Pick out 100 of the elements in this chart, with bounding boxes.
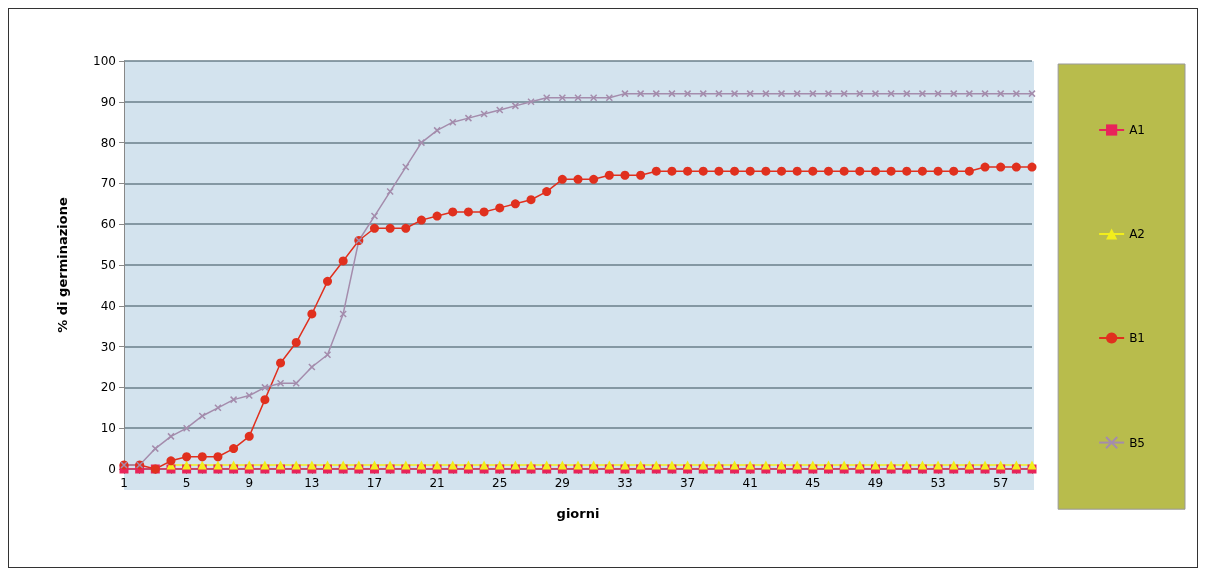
point	[870, 166, 880, 176]
y-tick-label: 0	[108, 462, 116, 476]
point	[244, 431, 254, 441]
point	[855, 166, 865, 176]
x-tick-label: 21	[429, 476, 445, 490]
point	[385, 223, 395, 233]
point	[526, 460, 536, 470]
point	[229, 444, 239, 454]
point	[683, 166, 693, 176]
point	[683, 89, 692, 98]
y-tick-label: 30	[100, 339, 116, 354]
x-tick-label: 29	[554, 476, 570, 490]
legend-label: A1	[1129, 123, 1145, 137]
point	[166, 456, 176, 466]
point	[761, 166, 771, 176]
point	[323, 276, 333, 286]
point	[823, 166, 833, 176]
point	[980, 162, 990, 172]
point	[730, 166, 740, 176]
point	[698, 166, 708, 176]
point	[1027, 460, 1037, 470]
x-tick-label: 25	[492, 476, 508, 490]
point	[605, 93, 614, 102]
x-tick-label: 37	[679, 476, 696, 490]
point	[636, 170, 646, 180]
y-tick-label: 10	[100, 421, 116, 436]
point	[1011, 162, 1021, 172]
point	[510, 199, 520, 209]
point	[917, 166, 927, 176]
x-tick-label: 45	[805, 476, 821, 490]
point	[338, 256, 348, 266]
point	[323, 460, 333, 470]
point	[886, 166, 896, 176]
point	[620, 460, 630, 470]
point	[651, 166, 661, 176]
point	[996, 162, 1006, 172]
x-tick-label: 17	[366, 476, 383, 490]
x-tick-label: 57	[993, 476, 1009, 490]
point	[964, 166, 974, 176]
point	[197, 452, 207, 462]
point	[918, 89, 927, 98]
point	[480, 110, 488, 118]
point	[777, 166, 787, 176]
point	[573, 174, 583, 184]
point	[1027, 162, 1037, 172]
point	[777, 460, 787, 470]
point	[823, 460, 833, 470]
x-tick-label: 53	[930, 476, 946, 490]
point	[229, 395, 238, 404]
point	[636, 89, 645, 98]
point	[448, 207, 458, 217]
point	[213, 452, 223, 462]
x-tick-label: 49	[867, 476, 884, 490]
point	[479, 207, 489, 217]
point	[573, 460, 583, 470]
y-tick-label: 20	[100, 380, 116, 395]
point	[808, 166, 818, 176]
y-axis-title: % di germinazione	[55, 197, 70, 333]
point	[604, 170, 614, 180]
point	[182, 452, 192, 462]
point	[401, 223, 411, 233]
point	[307, 309, 317, 319]
point	[902, 166, 912, 176]
x-tick-label: 13	[304, 476, 320, 490]
y-tick-label: 80	[100, 135, 116, 150]
x-tick-label: 5	[182, 476, 191, 490]
point	[542, 187, 552, 197]
x-tick-label: 1	[120, 476, 128, 490]
point	[745, 166, 755, 176]
point	[620, 170, 630, 180]
point	[369, 460, 379, 470]
y-tick-label: 50	[100, 258, 116, 272]
point	[714, 166, 724, 176]
y-tick-label: 60	[100, 217, 116, 232]
point	[276, 358, 286, 368]
point	[291, 338, 301, 348]
point	[589, 174, 599, 184]
point	[463, 207, 473, 217]
point	[260, 395, 270, 405]
point	[965, 89, 974, 98]
point	[980, 460, 990, 470]
point	[369, 223, 379, 233]
point	[792, 166, 802, 176]
y-tick-label: 100	[93, 54, 116, 68]
legend-label: A2	[1129, 227, 1145, 241]
y-tick-label: 70	[100, 176, 116, 191]
point	[449, 118, 457, 126]
point	[667, 166, 677, 176]
point	[432, 211, 442, 221]
point	[417, 138, 426, 147]
x-tick-label: 41	[742, 476, 758, 490]
point	[839, 166, 849, 176]
y-tick-label: 90	[100, 94, 116, 109]
y-tick-label: 40	[100, 298, 116, 313]
point	[542, 93, 551, 102]
point	[1012, 89, 1021, 98]
legend-label: B1	[1129, 331, 1146, 345]
point	[557, 174, 567, 184]
point	[416, 215, 426, 225]
point	[933, 166, 943, 176]
